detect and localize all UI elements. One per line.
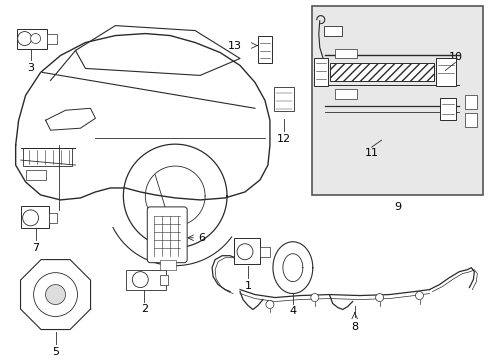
Bar — [323, 26, 341, 36]
Bar — [440, 98, 455, 120]
Text: 2: 2 — [141, 305, 147, 315]
Circle shape — [265, 301, 273, 309]
Bar — [48, 213, 57, 223]
Bar — [25, 170, 45, 180]
Text: 9: 9 — [393, 202, 400, 212]
Bar — [260, 247, 269, 257]
Text: 10: 10 — [447, 53, 462, 63]
Bar — [17, 28, 46, 49]
Bar — [313, 58, 327, 86]
Text: 12: 12 — [276, 134, 290, 144]
Circle shape — [22, 210, 39, 226]
Text: 3: 3 — [27, 63, 34, 73]
Bar — [334, 89, 356, 99]
Text: 8: 8 — [350, 323, 358, 332]
Circle shape — [415, 292, 423, 300]
Bar — [22, 148, 72, 166]
Bar — [329, 63, 433, 81]
Bar — [311, 6, 482, 195]
Bar — [465, 95, 476, 109]
Circle shape — [34, 273, 77, 316]
Bar — [126, 270, 166, 289]
Text: 1: 1 — [244, 280, 251, 291]
Text: 4: 4 — [289, 306, 296, 316]
Circle shape — [375, 293, 383, 302]
Text: 6: 6 — [198, 233, 204, 243]
Text: 13: 13 — [227, 41, 242, 50]
Bar — [20, 206, 48, 228]
Text: 11: 11 — [364, 148, 378, 158]
Circle shape — [18, 32, 32, 45]
Circle shape — [31, 33, 41, 44]
Circle shape — [45, 285, 65, 305]
Circle shape — [237, 244, 252, 260]
Bar — [160, 260, 176, 270]
Bar — [160, 275, 168, 285]
Bar — [465, 113, 476, 127]
Bar — [46, 33, 57, 44]
Text: 5: 5 — [52, 347, 59, 357]
Circle shape — [132, 272, 148, 288]
Bar — [436, 58, 455, 86]
Text: 7: 7 — [32, 243, 39, 253]
Circle shape — [310, 293, 318, 302]
Bar — [334, 49, 356, 58]
FancyBboxPatch shape — [147, 207, 187, 263]
Bar — [273, 87, 293, 111]
Bar — [258, 36, 271, 63]
Bar — [234, 238, 260, 264]
